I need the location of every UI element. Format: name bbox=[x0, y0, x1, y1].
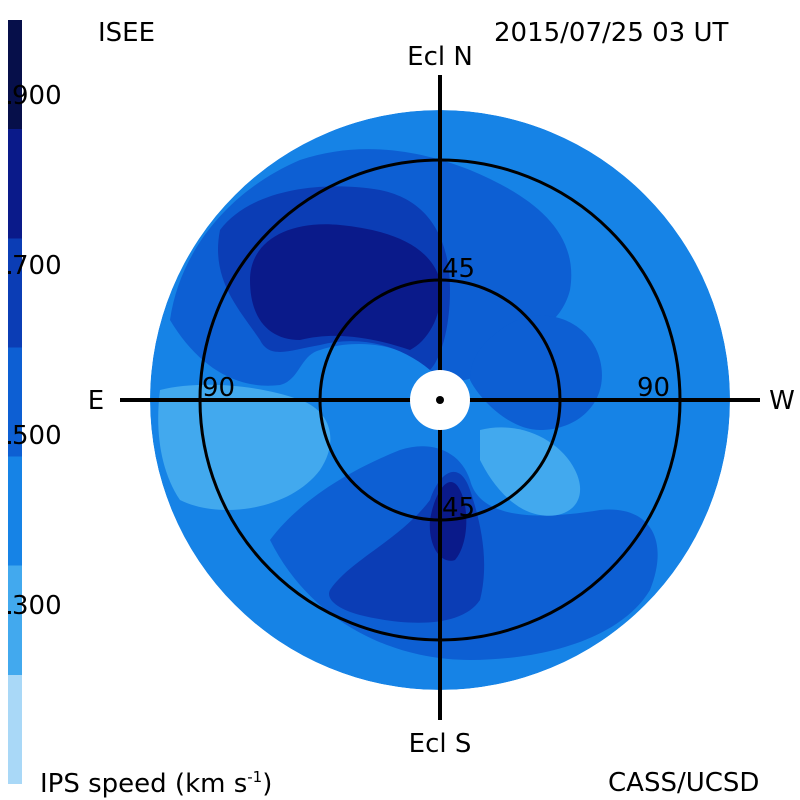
colorbar-tick-300: 300 bbox=[8, 593, 62, 619]
ring-90-label-west: 90 bbox=[637, 373, 670, 403]
high-speed-core-north bbox=[250, 224, 441, 350]
east-label: E bbox=[88, 386, 104, 416]
ring-45-label-top: 45 bbox=[442, 254, 475, 284]
speed-colorbar bbox=[8, 20, 22, 784]
credit-label: CASS/UCSD bbox=[608, 768, 760, 798]
west-label: W bbox=[769, 386, 795, 416]
observatory-label: ISEE bbox=[98, 18, 156, 48]
colorbar-tick-500: 500 bbox=[8, 423, 62, 449]
low-speed-region-west bbox=[480, 427, 581, 516]
sun-center-dot bbox=[436, 396, 444, 404]
colorbar-tick-900: 900 bbox=[8, 83, 62, 109]
ecliptic-south-label: Ecl S bbox=[409, 729, 472, 759]
ring-90-label-east: 90 bbox=[202, 373, 235, 403]
ecliptic-north-label: Ecl N bbox=[407, 42, 473, 72]
ring-45-label-bottom: 45 bbox=[442, 493, 475, 523]
datetime-label: 2015/07/25 03 UT bbox=[494, 18, 729, 48]
colorbar-tick-700: 700 bbox=[8, 253, 62, 279]
colorbar-title: IPS speed (km s-1) bbox=[40, 768, 273, 799]
